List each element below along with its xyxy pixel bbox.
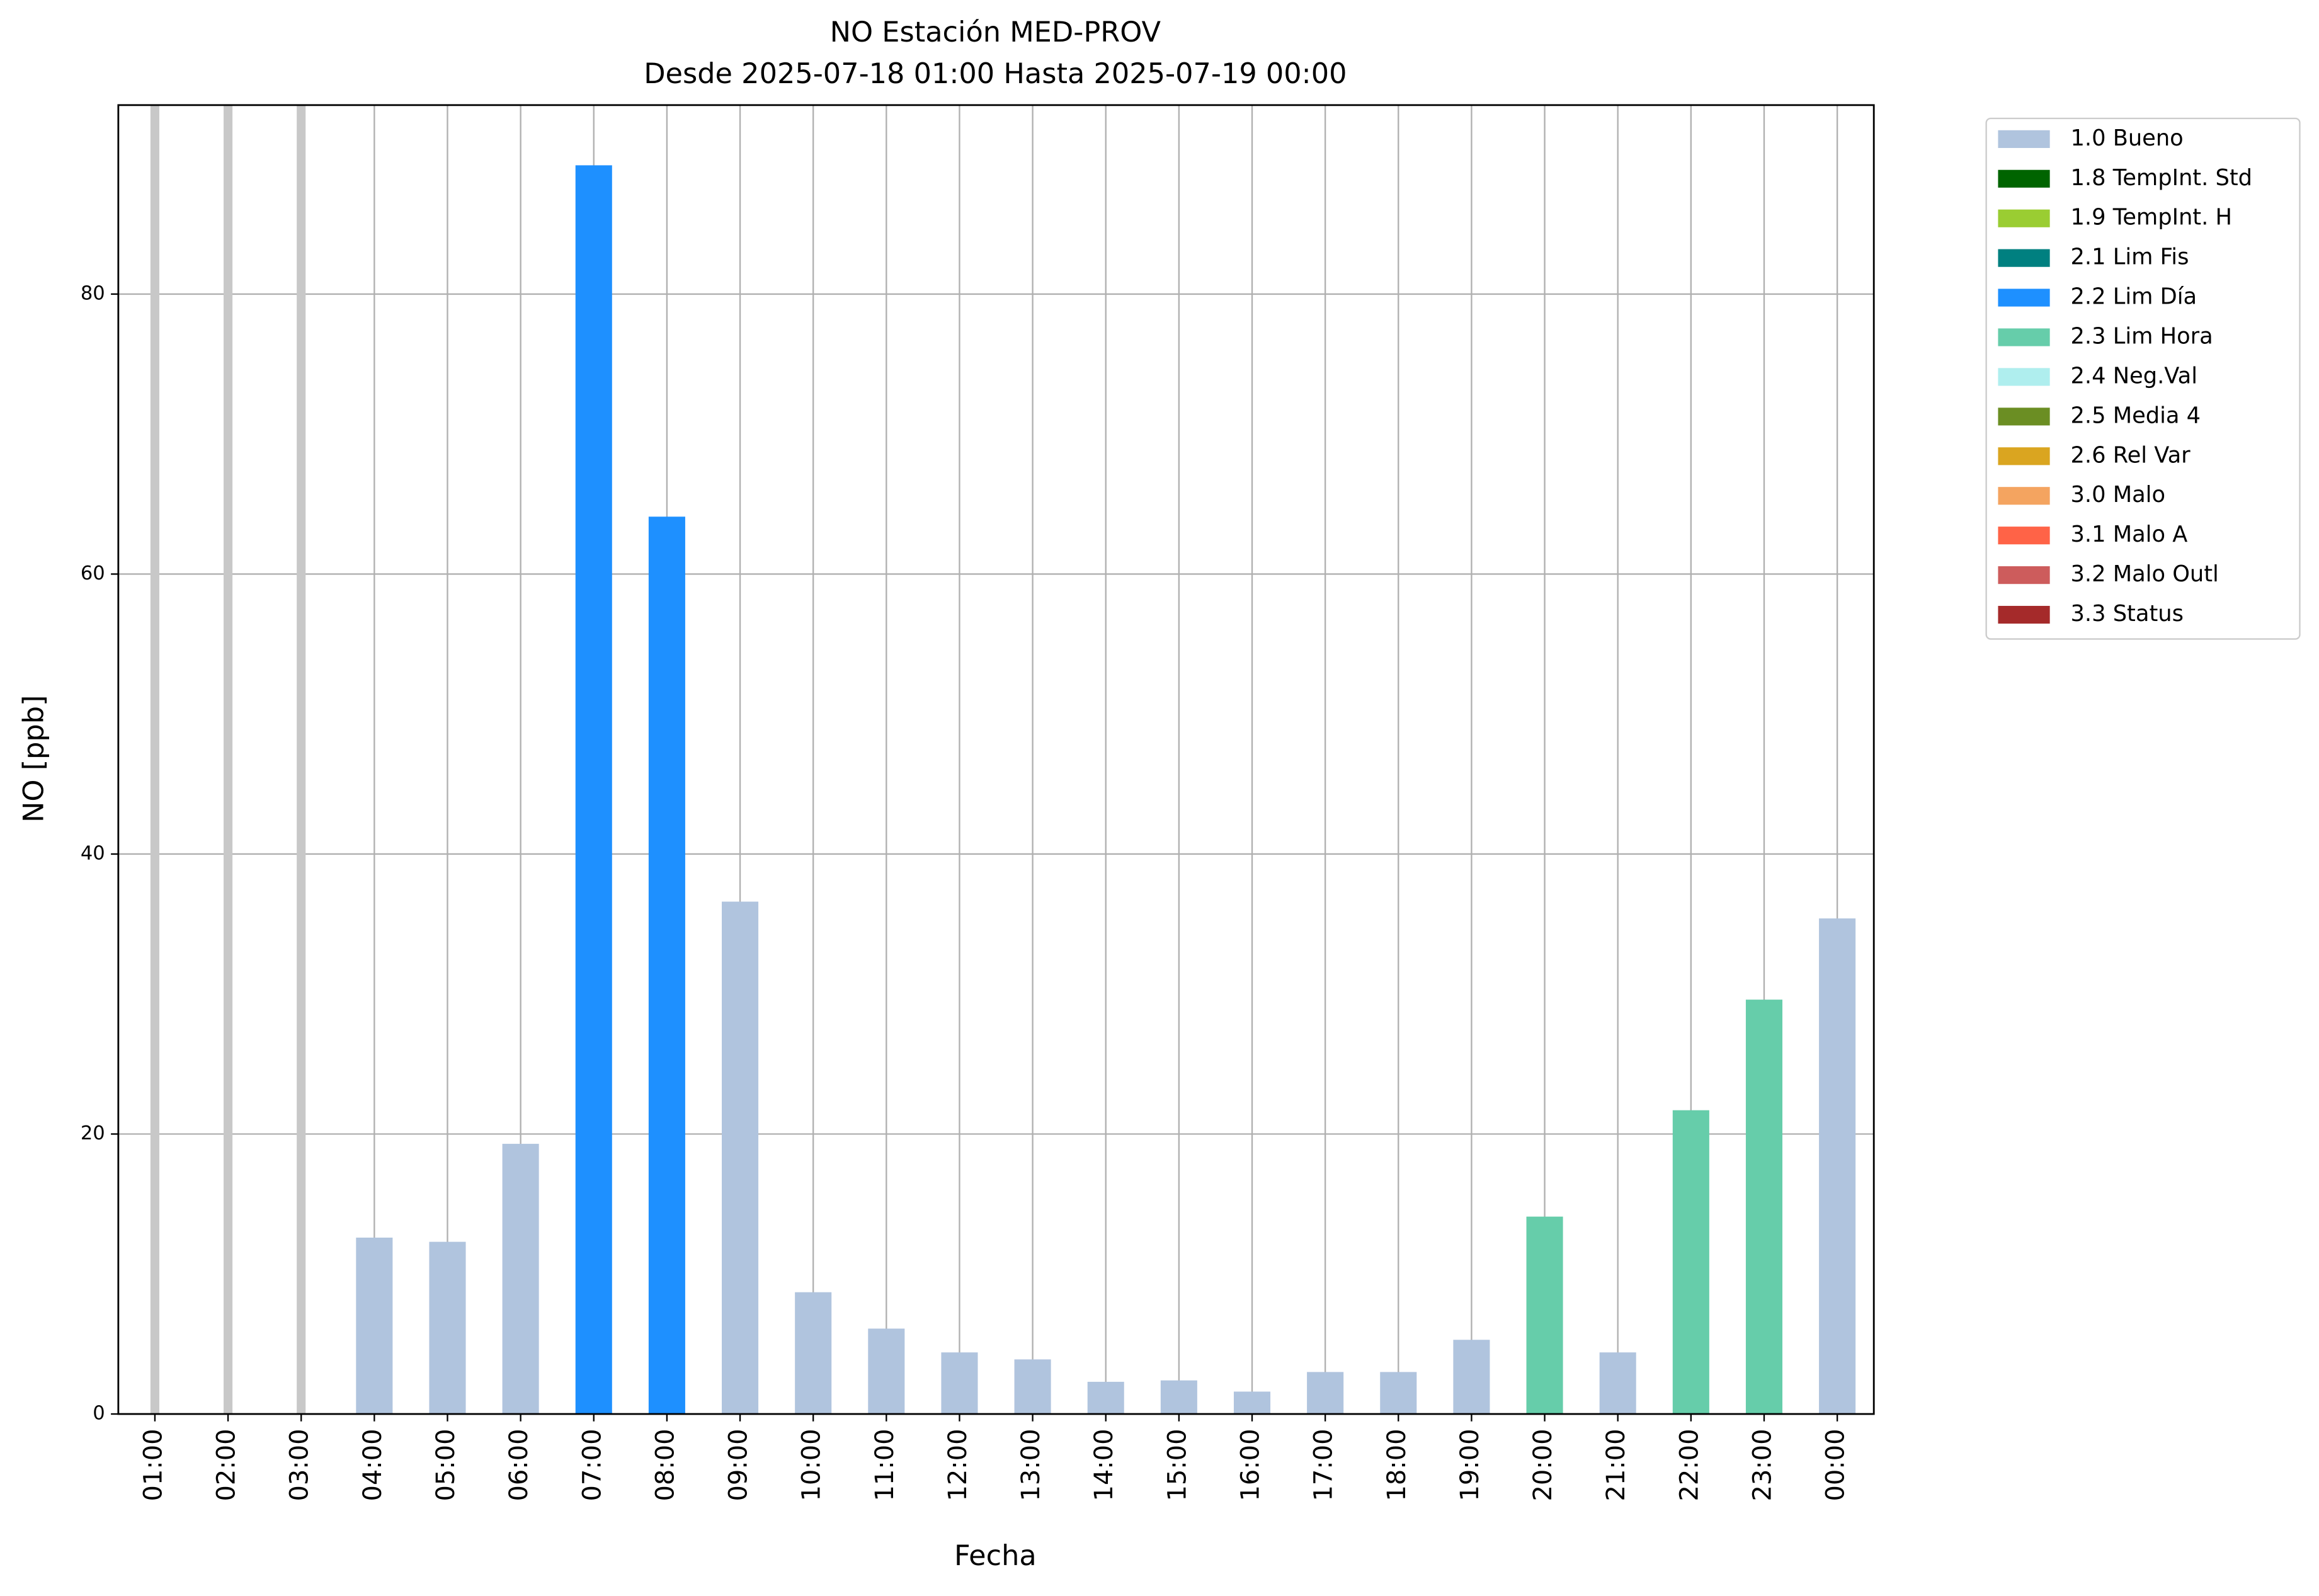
bar: [1672, 1110, 1709, 1415]
x-tick-label: 14:00: [1090, 1429, 1119, 1502]
missing-marker: [150, 105, 159, 1415]
y-tick-label: 60: [81, 562, 105, 584]
x-tick-label: 03:00: [285, 1429, 314, 1502]
bar: [429, 1241, 466, 1415]
y-tick-label: 0: [93, 1403, 105, 1425]
legend-swatch: [1998, 169, 2050, 188]
legend: 1.0 Bueno 1.8 TempInt. Std 1.9 TempInt. H 2…: [1998, 125, 2252, 627]
chart-title: NO Estación MED-PROV: [830, 16, 1161, 48]
plot-frame: [117, 104, 1875, 1415]
bar: [1599, 1352, 1636, 1415]
legend-label: 1.9 TempInt. H: [2071, 205, 2232, 231]
legend-swatch: [1998, 408, 2050, 426]
legend-swatch: [1998, 288, 2050, 307]
bar: [1014, 1359, 1051, 1415]
x-tick-label: 09:00: [724, 1429, 753, 1502]
x-tick-label: 20:00: [1529, 1429, 1558, 1502]
legend-label: 1.8 TempInt. Std: [2071, 165, 2252, 191]
bar: [1233, 1391, 1271, 1415]
missing-marker: [297, 105, 306, 1415]
legend-label: 2.5 Media 4: [2071, 402, 2201, 428]
x-tick-label: 22:00: [1675, 1429, 1704, 1502]
legend-swatch: [1998, 328, 2050, 346]
x-tick-label: 17:00: [1309, 1429, 1338, 1502]
y-tick-label: 40: [81, 842, 105, 864]
legend-box: [1985, 117, 2301, 640]
x-tick-label: 10:00: [797, 1429, 826, 1502]
legend-swatch: [1998, 527, 2050, 545]
missing-marker: [224, 105, 233, 1415]
x-tick-label: 07:00: [578, 1429, 607, 1502]
legend-swatch: [1998, 368, 2050, 386]
x-tick-label: 00:00: [1821, 1429, 1850, 1502]
legend-label: 3.1 Malo A: [2071, 522, 2188, 547]
bar: [1160, 1380, 1197, 1415]
x-tick-label: 02:00: [212, 1429, 241, 1502]
bar: [941, 1352, 978, 1415]
bar: [1453, 1340, 1490, 1415]
legend-swatch: [1998, 249, 2050, 267]
legend-label: 1.0 Bueno: [2071, 125, 2184, 151]
legend-swatch: [1998, 487, 2050, 505]
bar: [1307, 1372, 1344, 1415]
y-tick-label: 20: [81, 1122, 105, 1144]
bar: [795, 1292, 832, 1415]
legend-label: 3.0 Malo: [2071, 482, 2166, 508]
bar: [1819, 918, 1856, 1415]
bar: [1087, 1381, 1124, 1415]
legend-swatch: [1998, 209, 2050, 227]
x-tick-label: 16:00: [1236, 1429, 1265, 1502]
legend-label: 2.1 Lim Fis: [2071, 244, 2189, 270]
bar: [722, 901, 759, 1415]
legend-swatch: [1998, 566, 2050, 584]
legend-label: 2.4 Neg.Val: [2071, 363, 2198, 389]
legend-swatch: [1998, 130, 2050, 148]
bar: [575, 165, 612, 1415]
legend-label: 3.2 Malo Outl: [2071, 561, 2219, 587]
x-tick-label: 01:00: [139, 1429, 168, 1502]
legend-label: 3.3 Status: [2071, 601, 2184, 627]
x-tick-label: 18:00: [1382, 1429, 1411, 1502]
x-tick-label: 19:00: [1456, 1429, 1484, 1502]
bars: [150, 105, 1856, 1415]
bar: [1380, 1372, 1417, 1415]
x-tick-label: 12:00: [943, 1429, 972, 1502]
chart-subtitle: Desde 2025-07-18 01:00 Hasta 2025-07-19 …: [644, 57, 1347, 90]
legend-label: 2.6 Rel Var: [2071, 442, 2191, 468]
y-axis-label: NO [ppb]: [17, 695, 50, 823]
bar: [1745, 1000, 1783, 1415]
x-tick-label: 08:00: [651, 1429, 680, 1502]
legend-swatch: [1998, 605, 2050, 624]
y-tick-label: 80: [81, 282, 105, 304]
x-tick-label: 21:00: [1602, 1429, 1631, 1502]
x-tick-label: 15:00: [1163, 1429, 1192, 1502]
x-tick-label: 05:00: [431, 1429, 460, 1502]
x-axis-label: Fecha: [954, 1539, 1037, 1572]
bar: [648, 516, 685, 1415]
bar: [868, 1328, 905, 1415]
x-tick-label: 23:00: [1748, 1429, 1777, 1502]
bar: [356, 1237, 393, 1415]
ticks: 0 20 40 60 80 01:00 02:00 03:00 04:00 05:00 06:00 0…: [81, 282, 1850, 1501]
x-tick-label: 06:00: [504, 1429, 533, 1502]
x-tick-label: 13:00: [1017, 1429, 1046, 1502]
legend-label: 2.3 Lim Hora: [2071, 324, 2213, 350]
bar: [1526, 1216, 1563, 1415]
x-tick-label: 04:00: [358, 1429, 387, 1502]
legend-swatch: [1998, 447, 2050, 465]
x-tick-label: 11:00: [870, 1429, 899, 1502]
bar: [502, 1144, 539, 1415]
legend-label: 2.2 Lim Día: [2071, 284, 2197, 310]
